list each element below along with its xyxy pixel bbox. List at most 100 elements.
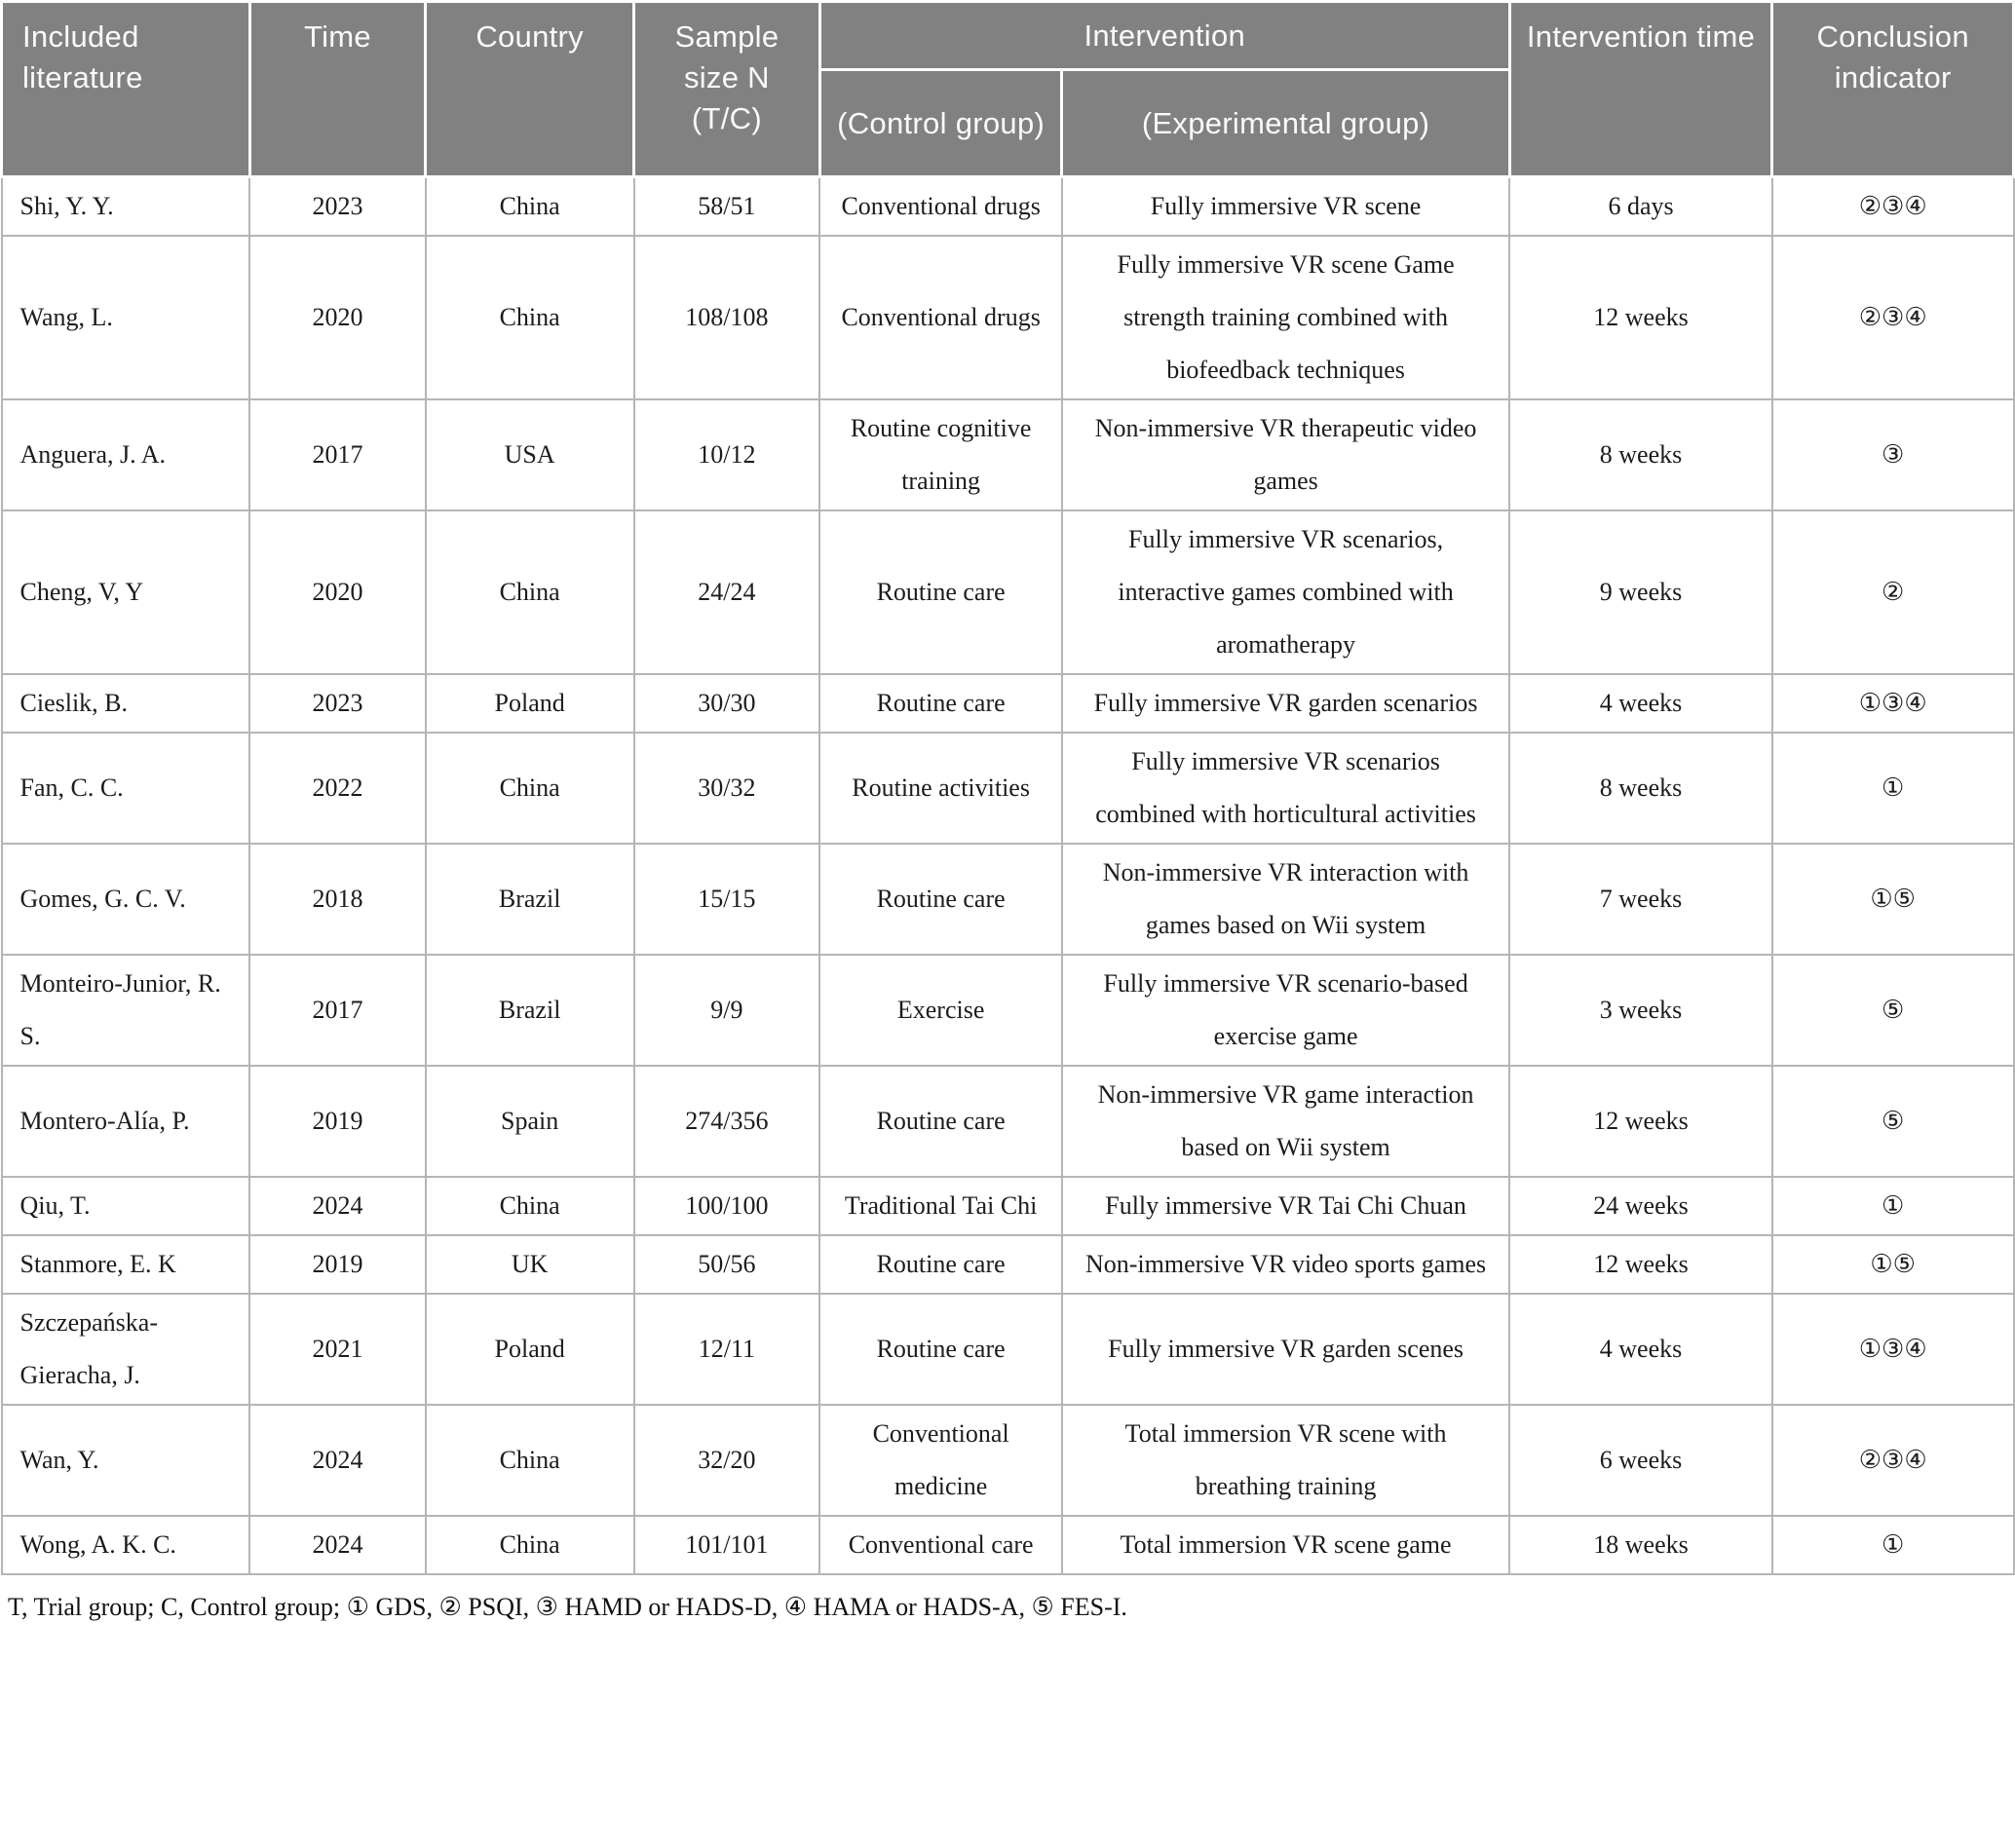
cell-experimental-group: Total immersion VR scene with breathing … [1060, 1404, 1511, 1517]
cell-intervention-time: 12 weeks [1508, 1065, 1773, 1178]
cell-intervention-time: 8 weeks [1508, 732, 1773, 845]
cell-control-group: Exercise [818, 954, 1063, 1067]
cell-literature: Cheng, V, Y [0, 509, 251, 675]
cell-experimental-group: Total immersion VR scene game [1060, 1515, 1511, 1575]
cell-country: China [424, 732, 635, 845]
cell-experimental-group: Fully immersive VR scenarios, interactiv… [1060, 509, 1511, 675]
cell-literature: Gomes, G. C. V. [0, 843, 251, 956]
cell-time: 2023 [248, 175, 427, 237]
column-header-intervention: Intervention [817, 0, 1511, 71]
cell-country: Brazil [424, 954, 635, 1067]
cell-control-group: Routine activities [818, 732, 1063, 845]
cell-sample-size: 50/56 [632, 1234, 821, 1295]
cell-control-group: Conventional drugs [818, 235, 1063, 400]
cell-experimental-group: Non-immersive VR game interaction based … [1060, 1065, 1511, 1178]
cell-time: 2020 [248, 235, 427, 400]
cell-sample-size: 30/32 [632, 732, 821, 845]
cell-literature: Qiu, T. [0, 1176, 251, 1236]
cell-literature: Fan, C. C. [0, 732, 251, 845]
table-row: Stanmore, E. K 2019 UK 50/56 Routine care Non… [0, 1234, 2015, 1295]
cell-control-group: Routine cognitive training [818, 398, 1063, 511]
cell-conclusion-indicator: ① [1770, 1515, 2015, 1575]
cell-country: USA [424, 398, 635, 511]
cell-intervention-time: 9 weeks [1508, 509, 1773, 675]
included-studies-table: Included literature Time Country Sample … [0, 0, 2015, 1575]
cell-literature: Wan, Y. [0, 1404, 251, 1517]
cell-control-group: Routine care [818, 1234, 1063, 1295]
header-row-sub: (Control group) (Experimental group) [2, 68, 2014, 178]
cell-intervention-time: 6 days [1508, 175, 1773, 237]
cell-control-group: Traditional Tai Chi [818, 1176, 1063, 1236]
cell-time: 2022 [248, 732, 427, 845]
table-row: Szczepańska-Gieracha, J. 2021 Poland 12/11 R… [0, 1293, 2015, 1406]
cell-literature: Shi, Y. Y. [0, 175, 251, 237]
table-row: Anguera, J. A. 2017 USA 10/12 Routine cognit… [0, 398, 2015, 511]
cell-conclusion-indicator: ①③④ [1770, 673, 2015, 734]
cell-time: 2024 [248, 1515, 427, 1575]
cell-literature: Montero-Alía, P. [0, 1065, 251, 1178]
cell-time: 2018 [248, 843, 427, 956]
cell-experimental-group: Fully immersive VR garden scenarios [1060, 673, 1511, 734]
cell-control-group: Conventional care [818, 1515, 1063, 1575]
cell-conclusion-indicator: ②③④ [1770, 175, 2015, 237]
cell-experimental-group: Non-immersive VR therapeutic video games [1060, 398, 1511, 511]
cell-time: 2024 [248, 1176, 427, 1236]
cell-country: China [424, 235, 635, 400]
cell-conclusion-indicator: ⑤ [1770, 1065, 2015, 1178]
table-body: Shi, Y. Y. 2023 China 58/51 Conventional dru… [0, 175, 2015, 1575]
cell-sample-size: 24/24 [632, 509, 821, 675]
cell-time: 2021 [248, 1293, 427, 1406]
table-row: Qiu, T. 2024 China 100/100 Traditional Tai C… [0, 1176, 2015, 1236]
cell-control-group: Routine care [818, 673, 1063, 734]
cell-conclusion-indicator: ① [1770, 1176, 2015, 1236]
cell-conclusion-indicator: ①⑤ [1770, 843, 2015, 956]
column-header-included-literature: Included literature [0, 0, 251, 178]
cell-time: 2019 [248, 1065, 427, 1178]
cell-experimental-group: Non-immersive VR video sports games [1060, 1234, 1511, 1295]
cell-literature: Monteiro-Junior, R. S. [0, 954, 251, 1067]
table-row: Fan, C. C. 2022 China 30/32 Routine activiti… [0, 732, 2015, 845]
cell-experimental-group: Fully immersive VR scene [1060, 175, 1511, 237]
table-row: Cheng, V, Y 2020 China 24/24 Routine care Ful… [0, 509, 2015, 675]
column-header-country: Country [424, 0, 636, 178]
cell-experimental-group: Fully immersive VR garden scenes [1060, 1293, 1511, 1406]
cell-intervention-time: 8 weeks [1508, 398, 1773, 511]
column-header-time: Time [247, 0, 428, 178]
cell-intervention-time: 4 weeks [1508, 673, 1773, 734]
cell-country: China [424, 1404, 635, 1517]
cell-control-group: Routine care [818, 1293, 1063, 1406]
cell-time: 2019 [248, 1234, 427, 1295]
table-header: Included literature Time Country Sample … [0, 0, 2015, 178]
cell-time: 2023 [248, 673, 427, 734]
cell-experimental-group: Fully immersive VR scenario-based exerci… [1060, 954, 1511, 1067]
cell-sample-size: 30/30 [632, 673, 821, 734]
cell-country: China [424, 509, 635, 675]
cell-intervention-time: 12 weeks [1508, 235, 1773, 400]
cell-sample-size: 9/9 [632, 954, 821, 1067]
cell-control-group: Routine care [818, 843, 1063, 956]
cell-control-group: Routine care [818, 1065, 1063, 1178]
cell-control-group: Conventional medicine [818, 1404, 1063, 1517]
cell-control-group: Routine care [818, 509, 1063, 675]
column-header-sample-size: Sample size N (T/C) [632, 0, 821, 178]
cell-sample-size: 108/108 [632, 235, 821, 400]
cell-conclusion-indicator: ①⑤ [1770, 1234, 2015, 1295]
cell-conclusion-indicator: ②③④ [1770, 1404, 2015, 1517]
cell-country: Poland [424, 673, 635, 734]
column-header-experimental-group: (Experimental group) [1060, 68, 1511, 178]
cell-literature: Wong, A. K. C. [0, 1515, 251, 1575]
table-row: Cieslik, B. 2023 Poland 30/30 Routine care Fu… [0, 673, 2015, 734]
cell-literature: Cieslik, B. [0, 673, 251, 734]
cell-country: Spain [424, 1065, 635, 1178]
cell-sample-size: 101/101 [632, 1515, 821, 1575]
cell-literature: Szczepańska-Gieracha, J. [0, 1293, 251, 1406]
cell-literature: Wang, L. [0, 235, 251, 400]
cell-conclusion-indicator: ② [1770, 509, 2015, 675]
cell-control-group: Conventional drugs [818, 175, 1063, 237]
cell-country: China [424, 1515, 635, 1575]
table-row: Monteiro-Junior, R. S. 2017 Brazil 9/9 Exerc… [0, 954, 2015, 1067]
cell-time: 2020 [248, 509, 427, 675]
cell-sample-size: 32/20 [632, 1404, 821, 1517]
cell-country: UK [424, 1234, 635, 1295]
cell-intervention-time: 4 weeks [1508, 1293, 1773, 1406]
